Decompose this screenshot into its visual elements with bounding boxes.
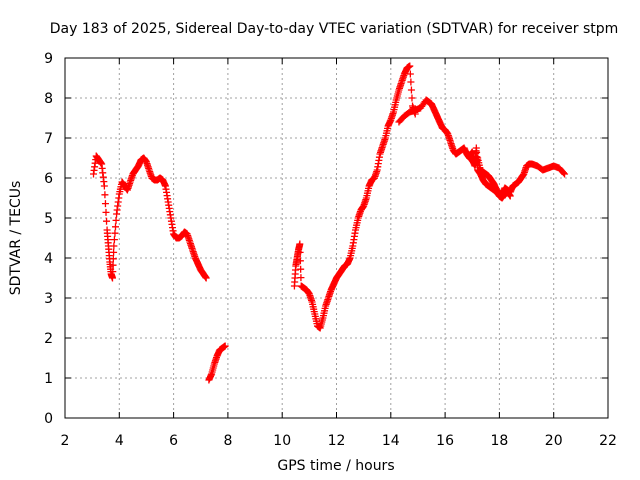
data-point bbox=[561, 170, 569, 178]
y-tick-label: 0 bbox=[44, 411, 53, 427]
x-tick-label: 10 bbox=[273, 433, 291, 449]
data-points bbox=[90, 62, 569, 384]
x-tick-label: 2 bbox=[61, 433, 70, 449]
data-point bbox=[407, 78, 415, 86]
y-tick-label: 5 bbox=[44, 211, 53, 227]
y-tick-label: 4 bbox=[44, 251, 53, 267]
data-point bbox=[101, 200, 109, 208]
grid-lines bbox=[65, 58, 608, 418]
y-tick-label: 6 bbox=[44, 171, 53, 187]
x-tick-label: 22 bbox=[599, 433, 617, 449]
data-point bbox=[109, 268, 117, 276]
data-point bbox=[408, 94, 416, 102]
data-point bbox=[109, 261, 117, 269]
x-tick-label: 20 bbox=[545, 433, 563, 449]
y-axis-label: SDTVAR / TECUs bbox=[8, 181, 24, 296]
x-tick-label: 12 bbox=[328, 433, 346, 449]
data-point bbox=[407, 86, 415, 94]
data-point bbox=[102, 208, 110, 216]
y-tick-label: 9 bbox=[44, 51, 53, 67]
x-tick-label: 8 bbox=[223, 433, 232, 449]
data-point bbox=[110, 248, 118, 256]
x-tick-label: 4 bbox=[115, 433, 124, 449]
y-axis-ticks: 0 1 2 3 4 5 6 7 8 9 bbox=[44, 51, 608, 427]
x-axis-ticks: 2 4 6 8 10 12 14 16 18 20 22 bbox=[61, 58, 617, 449]
data-point bbox=[406, 62, 414, 70]
data-point bbox=[202, 274, 210, 282]
data-point bbox=[297, 265, 305, 273]
data-point bbox=[109, 255, 117, 263]
data-point bbox=[221, 342, 229, 350]
data-point bbox=[559, 169, 567, 177]
x-tick-label: 16 bbox=[436, 433, 454, 449]
data-point bbox=[110, 242, 118, 250]
x-tick-label: 6 bbox=[169, 433, 178, 449]
x-axis-label: GPS time / hours bbox=[277, 458, 394, 474]
data-point bbox=[296, 257, 304, 265]
data-point bbox=[101, 191, 109, 199]
data-point bbox=[297, 274, 305, 282]
data-point bbox=[110, 236, 118, 244]
data-point bbox=[112, 216, 120, 224]
data-point bbox=[296, 240, 304, 248]
data-point bbox=[111, 223, 119, 231]
y-tick-label: 2 bbox=[44, 331, 53, 347]
data-point bbox=[506, 192, 514, 200]
y-tick-label: 7 bbox=[44, 131, 53, 147]
y-tick-label: 1 bbox=[44, 371, 53, 387]
x-tick-label: 18 bbox=[490, 433, 508, 449]
x-tick-label: 14 bbox=[382, 433, 400, 449]
data-point bbox=[296, 248, 304, 256]
chart-title: Day 183 of 2025, Sidereal Day-to-day VTE… bbox=[50, 21, 619, 37]
y-tick-label: 8 bbox=[44, 91, 53, 107]
y-tick-label: 3 bbox=[44, 291, 53, 307]
data-point bbox=[111, 229, 119, 237]
data-point bbox=[109, 274, 117, 282]
data-point bbox=[103, 217, 111, 225]
data-point bbox=[406, 70, 414, 78]
data-point bbox=[100, 182, 108, 190]
